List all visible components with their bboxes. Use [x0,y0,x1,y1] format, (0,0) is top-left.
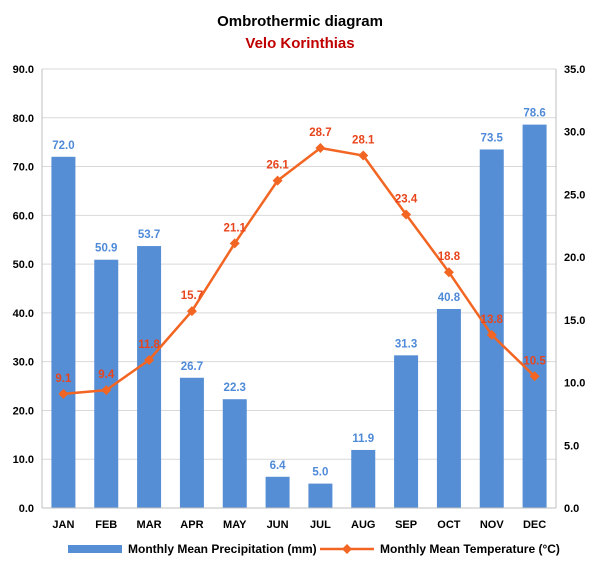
temperature-value-label: 9.1 [55,373,72,385]
precipitation-value-label: 31.3 [395,338,417,350]
right-tick-label: 0.0 [564,503,579,515]
temperature-value-label: 26.1 [266,160,289,172]
precipitation-bar [522,124,547,509]
temperature-marker [101,385,112,396]
precipitation-bars [51,124,547,509]
left-tick-label: 20.0 [13,405,34,417]
x-axis: JAN FEB MAR APR MAY JUN JUL AUG SEP OCT NOV DEC [42,507,556,531]
temperature-marker [186,306,197,317]
x-tick-label: SEP [395,519,417,531]
precipitation-bar [222,399,247,508]
precipitation-bar [265,476,290,508]
legend-temperature-marker [342,544,352,554]
precipitation-bar [394,355,419,508]
temperature-marker [315,143,326,154]
left-tick-label: 50.0 [13,259,34,271]
temperature-value-label: 9.4 [98,369,115,381]
temperature-marker [401,209,412,220]
right-tick-label: 30.0 [564,127,585,139]
x-tick-label: APR [180,519,203,531]
legend-temperature-label: Monthly Mean Temperature (°C) [380,542,560,556]
temperature-line [63,146,536,396]
legend: Monthly Mean Precipitation (mm) Monthly … [68,542,560,556]
precipitation-value-label: 11.9 [352,433,374,445]
chart-title: Ombrothermic diagram [217,13,383,30]
right-tick-label: 20.0 [564,252,585,264]
right-axis: 0.0 5.0 10.0 15.0 20.0 25.0 30.0 35.0 [555,64,585,515]
left-tick-label: 90.0 [13,64,34,76]
precipitation-bar [137,246,162,508]
gridlines [42,68,556,460]
precipitation-value-label: 53.7 [138,229,160,241]
precipitation-value-label: 73.5 [481,132,504,144]
precipitation-value-label: 72.0 [52,140,74,152]
x-tick-label: NOV [480,519,505,531]
temperature-value-label: 28.1 [352,135,375,147]
precipitation-bar [351,449,376,508]
left-axis: 0.0 10.0 20.0 30.0 40.0 50.0 60.0 70.0 80.0 90.0 [13,64,43,515]
x-tick-label: MAR [137,519,162,531]
temperature-marker [529,371,540,382]
precipitation-bar [479,149,504,508]
precipitation-bar [51,156,76,509]
precipitation-value-label: 6.4 [270,460,287,472]
temperature-marker [58,388,69,399]
x-tick-label: AUG [351,519,375,531]
left-tick-label: 40.0 [13,308,34,320]
left-tick-label: 60.0 [13,210,34,222]
right-tick-label: 10.0 [564,378,585,390]
right-tick-label: 25.0 [564,189,585,201]
precipitation-bar [436,308,461,508]
x-tick-label: JUL [310,519,331,531]
x-tick-label: JUN [267,519,289,531]
precipitation-value-label: 26.7 [181,361,203,373]
temperature-value-label: 21.1 [224,222,247,234]
temperature-labels: 9.1 9.4 11.8 15.7 21.1 26.1 28.7 28.1 23.4 18.8 13… [55,127,546,385]
temperature-value-label: 23.4 [395,193,418,205]
precipitation-value-label: 22.3 [224,382,246,394]
left-tick-label: 10.0 [13,454,34,466]
x-tick-label: MAY [223,519,247,531]
left-tick-label: 30.0 [13,357,34,369]
temperature-marker [358,150,369,161]
temperature-marker [144,354,155,365]
precipitation-value-label: 5.0 [312,467,328,479]
left-tick-label: 70.0 [13,162,34,174]
precipitation-bar [308,483,333,508]
x-tick-label: FEB [95,519,117,531]
left-tick-label: 80.0 [13,113,34,125]
precipitation-value-label: 50.9 [95,243,117,255]
temperature-value-label: 15.7 [181,290,203,302]
temperature-value-label: 13.8 [481,314,504,326]
temperature-value-label: 28.7 [309,127,331,139]
x-tick-label: DEC [523,519,546,531]
left-tick-label: 0.0 [19,503,34,515]
right-tick-label: 15.0 [564,315,585,327]
legend-precipitation-label: Monthly Mean Precipitation (mm) [128,542,317,556]
chart-subtitle: Velo Korinthias [245,35,354,52]
right-tick-label: 35.0 [564,64,585,76]
precipitation-labels: 72.0 50.9 53.7 26.7 22.3 6.4 5.0 11.9 31.3 40.8 73… [52,108,546,479]
precipitation-value-label: 78.6 [523,108,545,120]
x-tick-label: JAN [52,519,74,531]
temperature-marker [272,175,283,186]
precipitation-value-label: 40.8 [438,292,461,304]
temperature-marker [443,267,454,278]
temperature-value-label: 18.8 [438,251,461,263]
legend-precipitation-swatch [68,545,122,553]
right-tick-label: 5.0 [564,440,579,452]
temperature-value-label: 11.8 [138,339,160,351]
precipitation-bar [179,377,204,508]
x-tick-label: OCT [437,519,461,531]
temperature-marker [229,238,240,249]
temperature-value-label: 10.5 [523,355,546,367]
temperature-marker [486,329,497,340]
temperature-line-group [58,143,540,399]
